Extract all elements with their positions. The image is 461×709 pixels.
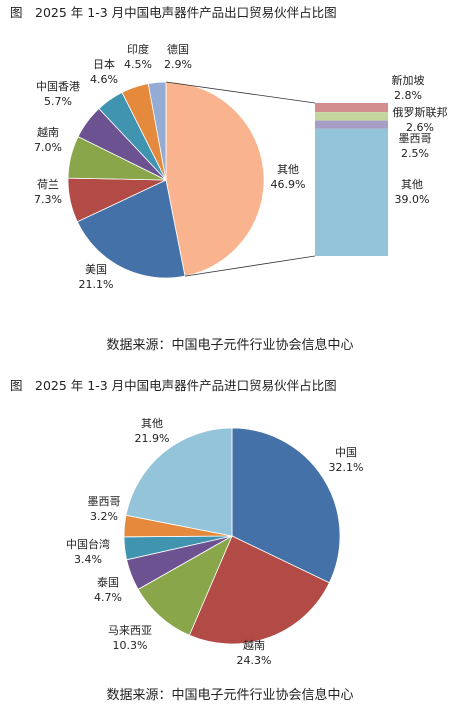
import-pie-labels: 中国 32.1% 越南 24.3% 马来西亚 10.3% 泰国 4.7% 中国台湾 3.4% 墨西哥…: [66, 417, 363, 667]
import-value-2: 10.3%: [113, 639, 148, 652]
breakout-label-3: 其他: [401, 178, 423, 191]
import-label-2: 马来西亚: [108, 624, 152, 637]
import-value-0: 32.1%: [329, 461, 364, 474]
import-slice-0: [231, 427, 341, 584]
export-label-5: 日本: [93, 57, 115, 71]
breakout-bar-segment-3: [315, 128, 388, 256]
breakout-bar-segment-0: [315, 103, 388, 113]
export-value-3: 7.0%: [34, 141, 62, 154]
import-label-6: 其他: [141, 417, 163, 430]
breakout-value-3: 39.0%: [395, 193, 430, 206]
import-slice-1: [188, 535, 330, 645]
export-label-0: 其他: [277, 163, 299, 176]
export-label-3: 越南: [37, 125, 59, 139]
export-value-0: 46.9%: [271, 178, 306, 191]
import-label-5: 墨西哥: [88, 495, 121, 508]
export-source: 数据来源：中国电子元件行业协会信息中心: [106, 337, 353, 353]
import-value-1: 24.3%: [237, 654, 272, 667]
export-label-2: 荷兰: [37, 178, 59, 191]
export-pie-labels: 其他 46.9% 美国 21.1% 荷兰 7.3% 越南 7.0% 中国香港 5.7% 日本 4.6%…: [34, 42, 305, 291]
breakout-label-1: 俄罗斯联邦: [393, 106, 448, 119]
export-pie: [67, 81, 265, 279]
import-label-1: 越南: [243, 638, 265, 652]
breakout-label-2: 墨西哥: [399, 132, 432, 145]
breakout-label-0: 新加坡: [392, 73, 425, 87]
export-value-1: 21.1%: [79, 278, 114, 291]
connector-bottom: [184, 255, 316, 277]
breakout-value-2: 2.5%: [401, 147, 429, 160]
import-value-4: 3.4%: [74, 553, 102, 566]
breakout-value-1: 2.6%: [406, 121, 434, 134]
export-value-5: 4.6%: [90, 73, 118, 86]
import-value-6: 21.9%: [135, 432, 170, 445]
export-label-1: 美国: [85, 263, 107, 276]
connector-top: [165, 81, 316, 104]
import-pie: [123, 427, 341, 645]
export-value-4: 5.7%: [44, 95, 72, 108]
export-label-4: 中国香港: [36, 80, 80, 93]
export-label-7: 德国: [167, 42, 189, 56]
export-chart-title: 图 2025 年 1-3 月中国电声器件产品出口贸易伙伴占比图: [10, 5, 337, 20]
import-slice-2: [137, 535, 233, 636]
breakout-value-0: 2.8%: [394, 89, 422, 102]
export-slice-0: [165, 81, 265, 277]
import-label-3: 泰国: [97, 575, 119, 589]
import-label-0: 中国: [335, 446, 357, 459]
import-label-4: 中国台湾: [66, 537, 110, 551]
export-value-6: 4.5%: [124, 58, 152, 71]
export-slice-1: [76, 179, 186, 279]
import-value-3: 4.7%: [94, 591, 122, 604]
breakout-bar-segment-1: [315, 112, 388, 121]
export-breakout-bar: 新加坡 2.8% 俄罗斯联邦 2.6%墨西哥 2.5% 其他 39.0%: [165, 73, 448, 277]
export-slice-7: [147, 81, 167, 181]
import-chart-title: 图 2025 年 1-3 月中国电声器件产品进口贸易伙伴占比图: [10, 378, 337, 393]
export-value-2: 7.3%: [34, 193, 62, 206]
export-value-7: 2.9%: [164, 58, 192, 71]
import-slice-6: [125, 427, 233, 537]
export-label-6: 印度: [127, 42, 149, 56]
breakout-bar-segment-2: [315, 120, 388, 129]
import-source: 数据来源：中国电子元件行业协会信息中心: [106, 687, 353, 703]
import-value-5: 3.2%: [90, 510, 118, 523]
